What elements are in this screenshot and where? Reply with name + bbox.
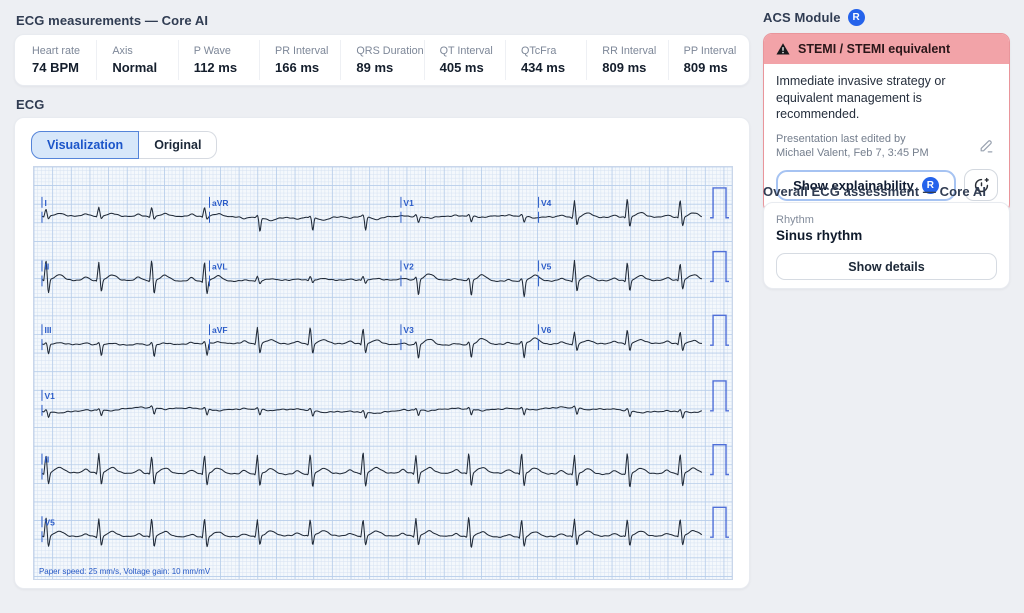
ecg-lead-label: V6 — [541, 325, 552, 335]
acs-r-badge: R — [847, 9, 865, 26]
ecg-lead-label: III — [44, 325, 51, 335]
tab-visualization[interactable]: Visualization — [31, 131, 140, 160]
measurement-label: QRS Duration — [356, 45, 424, 57]
alert-meta-text: Presentation last edited by Michael Vale… — [776, 132, 929, 161]
measurement-label: PR Interval — [275, 45, 329, 57]
alert-meta: Presentation last edited by Michael Vale… — [764, 125, 1009, 161]
measurement-value: 112 ms — [193, 60, 238, 75]
ecg-lead-label: I — [44, 198, 46, 208]
ecg-lead-label: aVL — [212, 262, 228, 272]
measurement-item-rr-interval: RR Interval 809 ms — [586, 40, 667, 80]
ecg-lead-label: V4 — [541, 198, 552, 208]
measurement-item-pp-interval: PP Interval 809 ms — [667, 40, 749, 80]
rhythm-value: Sinus rhythm — [776, 228, 863, 243]
ecg-measurements-title: ECG measurements — Core AI — [16, 13, 209, 28]
edit-icon — [980, 140, 993, 153]
assessment-card: Rhythm Sinus rhythm Show details — [763, 202, 1010, 289]
alert-body: Immediate invasive strategy or equivalen… — [776, 74, 946, 121]
show-explainability-label: Show explainability — [793, 177, 914, 193]
ecg-lead-label: V5 — [44, 517, 55, 527]
measurement-value: 89 ms — [356, 60, 394, 75]
ecg-lead-label: V1 — [403, 198, 414, 208]
alert-meta-line2: Michael Valent, Feb 7, 3:45 PM — [776, 146, 929, 159]
measurement-value: Normal — [112, 60, 158, 75]
ecg-section-title: ECG — [16, 97, 45, 112]
measurement-value: 74 BPM — [32, 60, 79, 75]
measurement-item-pr-interval: PR Interval 166 ms — [259, 40, 340, 80]
alert-meta-line1: Presentation last edited by — [776, 132, 906, 145]
history-button[interactable] — [964, 169, 998, 202]
measurements-card: Heart rate 74 BPM Axis Normal P Wave 112… — [14, 34, 750, 86]
measurement-item-axis: Axis Normal — [96, 40, 177, 80]
measurement-label: Axis — [112, 45, 133, 57]
show-explainability-button[interactable]: Show explainability R — [776, 169, 956, 201]
alert-header: STEMI / STEMI equivalent — [764, 34, 1009, 64]
warning-icon — [776, 43, 790, 55]
ecg-lead-label: aVR — [212, 198, 228, 208]
measurement-value: 166 ms — [275, 60, 320, 75]
paper-settings-text: Paper speed: 25 mm/s, Voltage gain: 10 m… — [39, 567, 211, 576]
assessment-title: Overall ECG assessment — Core AI — [763, 184, 987, 199]
show-details-button[interactable]: Show details — [776, 253, 997, 280]
measurement-item-p-wave: P Wave 112 ms — [177, 40, 259, 80]
ecg-lead-label: V2 — [403, 262, 414, 272]
measurement-value: 809 ms — [683, 60, 728, 75]
ecg-view-tabs: Visualization Original — [31, 131, 218, 160]
measurement-value: 405 ms — [439, 60, 484, 75]
ecg-lead-label: V1 — [44, 391, 55, 401]
measurement-item-qtcfra: QTcFra 434 ms — [504, 40, 586, 80]
acs-title-row: ACS Module R — [763, 9, 865, 26]
history-icon — [974, 177, 989, 192]
measurement-value: 809 ms — [602, 60, 647, 75]
acs-module-title: ACS Module — [763, 10, 841, 25]
measurement-value: 434 ms — [520, 60, 566, 75]
measurement-item-heart-rate: Heart rate 74 BPM — [15, 40, 96, 80]
tab-original[interactable]: Original — [139, 131, 218, 160]
ecg-lead-label: V5 — [541, 262, 552, 272]
measurement-label: RR Interval — [602, 45, 657, 57]
ecg-lead-label: aVF — [212, 325, 228, 335]
alert-title: STEMI / STEMI equivalent — [798, 42, 951, 56]
measurement-label: QT Interval — [439, 45, 493, 57]
edit-button[interactable] — [976, 135, 997, 156]
measurement-label: Heart rate — [32, 45, 81, 57]
ecg-lead-label: V3 — [403, 325, 414, 335]
measurement-label: QTcFra — [520, 45, 557, 57]
measurement-item-qt-interval: QT Interval 405 ms — [423, 40, 505, 80]
measurement-label: PP Interval — [683, 45, 737, 57]
measurement-item-qrs-duration: QRS Duration 89 ms — [340, 40, 424, 80]
ecg-lead-label: II — [44, 455, 49, 465]
stemi-alert-card: STEMI / STEMI equivalent Immediate invas… — [763, 33, 1010, 214]
alert-actions: Show explainability R — [764, 160, 1009, 212]
ecg-lead-label: II — [44, 262, 49, 272]
explainability-r-badge: R — [921, 176, 939, 194]
measurement-label: P Wave — [193, 45, 231, 57]
rhythm-label: Rhythm — [776, 214, 814, 226]
